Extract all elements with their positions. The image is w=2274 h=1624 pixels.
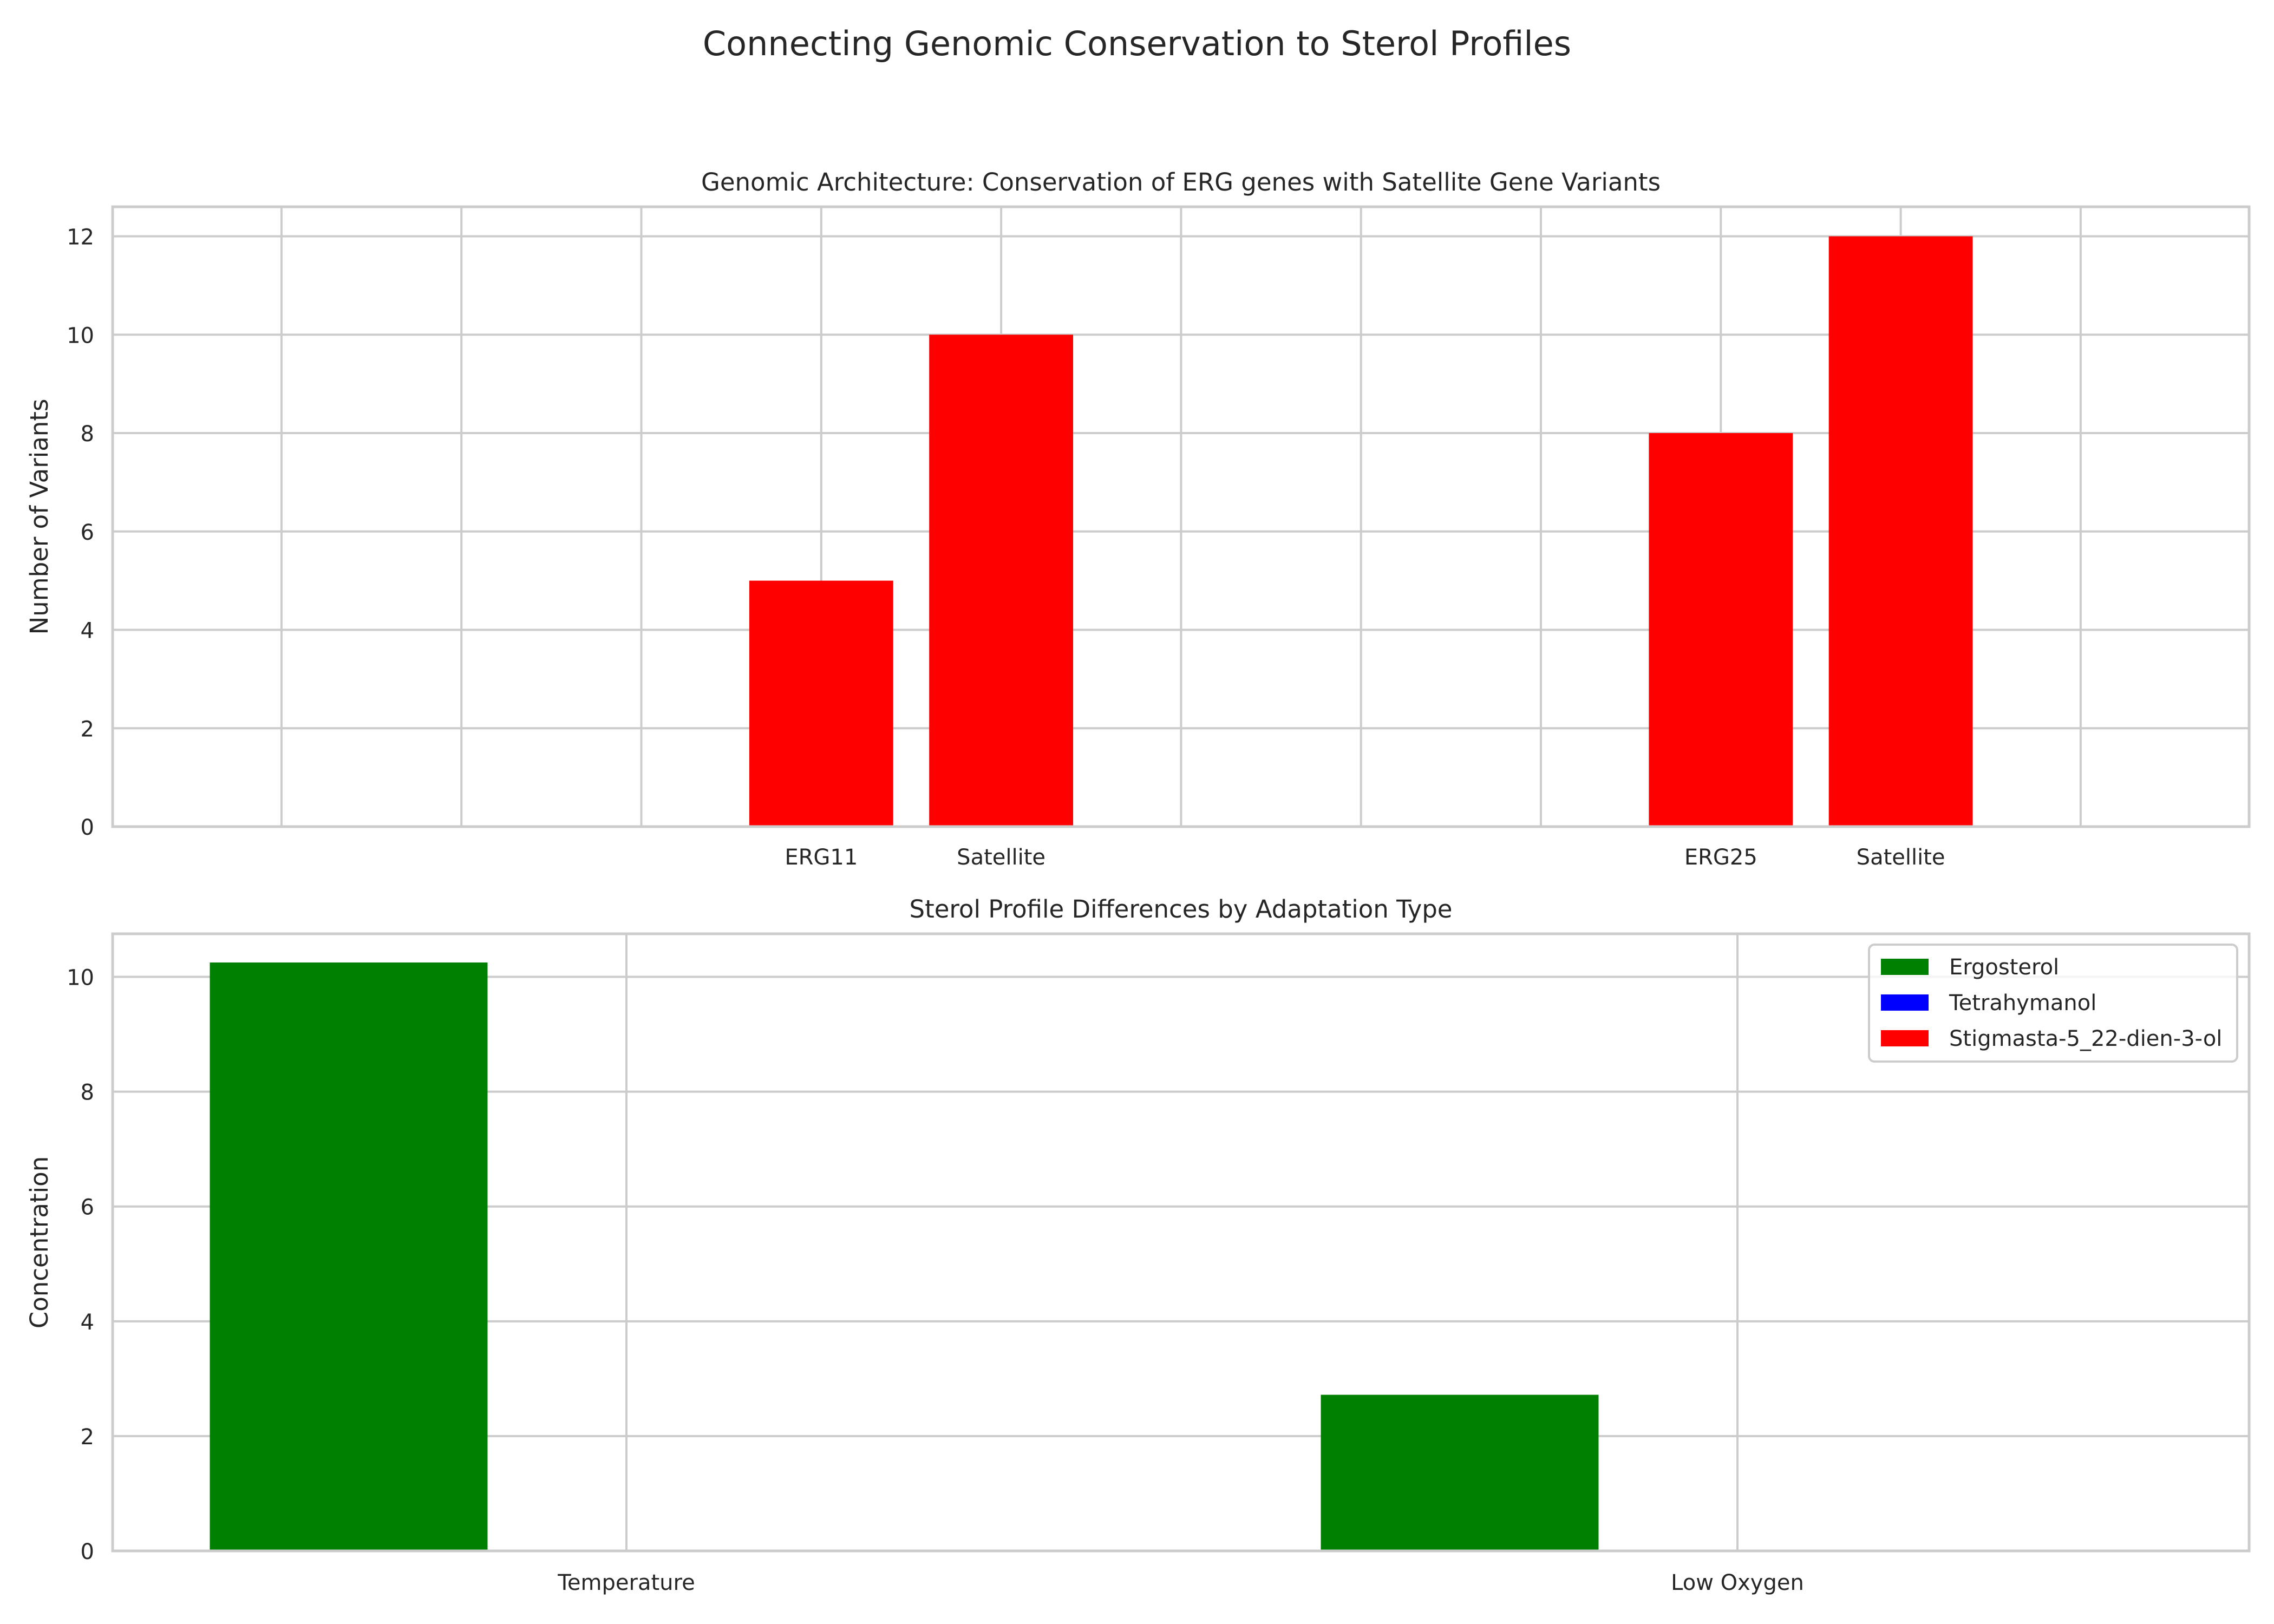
variants-axes-frame — [111, 205, 2251, 828]
sterol-axes-frame — [111, 932, 2251, 1553]
legend-box — [1868, 944, 2238, 1063]
sterol-ytick-label: 8 — [81, 1081, 94, 1105]
sterol-chart: 0 2 4 6 8 10 Temperature Low Oxygen Sterol Profi… — [25, 895, 2251, 1595]
variants-ytick-label: 12 — [67, 225, 94, 250]
sterol-ytick-label: 6 — [81, 1195, 94, 1220]
sterol-bar — [210, 962, 488, 1551]
variants-y-axis-label: Number of Variants — [25, 399, 54, 635]
variants-ytick-label: 4 — [81, 619, 94, 644]
legend-entry: Tetrahymanol — [1949, 991, 2096, 1016]
sterol-xtick-label: Low Oxygen — [1671, 1570, 1804, 1595]
sterol-legend: Ergosterol Tetrahymanol Stigmasta-5_22-die… — [1868, 944, 2238, 1063]
variants-bar — [1828, 236, 1973, 827]
variants-ytick-label: 2 — [81, 717, 94, 742]
variants-ytick-label: 10 — [67, 323, 94, 348]
sterol-ytick-label: 10 — [67, 966, 94, 991]
sterol-ytick-label: 4 — [81, 1310, 94, 1335]
legend-swatch — [1881, 1030, 1929, 1046]
sterol-y-axis-label: Concentration — [25, 1156, 54, 1328]
variants-xtick-label: ERG25 — [1684, 845, 1757, 870]
variants-ytick-label: 6 — [81, 520, 94, 545]
variants-xtick-label: ERG11 — [785, 845, 858, 870]
sterol-chart-title: Sterol Profile Differences by Adaptation… — [910, 895, 1453, 924]
variants-bar — [929, 335, 1074, 827]
sterol-ytick-label: 2 — [81, 1425, 94, 1450]
figure-title: Connecting Genomic Conservation to Stero… — [703, 24, 1571, 63]
variants-ytick-label: 8 — [81, 422, 94, 447]
sterol-bar — [1321, 1394, 1599, 1551]
variants-xtick-label: Satellite — [957, 845, 1045, 870]
legend-entry: Stigmasta-5_22-dien-3-ol — [1949, 1026, 2222, 1051]
sterol-ytick-label: 0 — [81, 1540, 94, 1564]
variants-bar — [749, 580, 893, 827]
variants-chart-title: Genomic Architecture: Conservation of ER… — [701, 168, 1661, 197]
legend-swatch — [1881, 959, 1929, 975]
legend-entry: Ergosterol — [1949, 955, 2059, 980]
variants-chart: 0 2 4 6 8 10 12 ERG11 Satellite ERG25 Satellite Gen… — [25, 168, 2251, 870]
variants-bar — [1649, 433, 1793, 827]
variants-xtick-label: Satellite — [1857, 845, 1945, 870]
variants-ytick-label: 0 — [81, 815, 94, 840]
sterol-xtick-label: Temperature — [557, 1570, 695, 1595]
legend-swatch — [1881, 994, 1929, 1011]
